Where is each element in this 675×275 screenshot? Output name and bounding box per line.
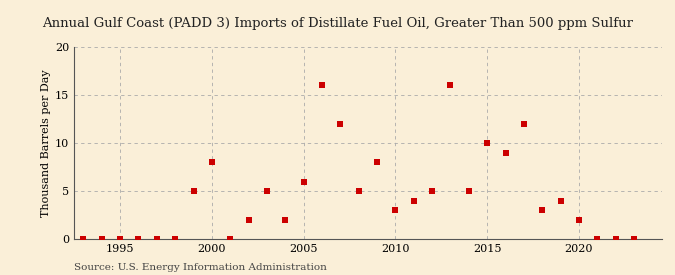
- Point: [207, 160, 217, 164]
- Point: [170, 237, 181, 241]
- Point: [261, 189, 272, 193]
- Point: [243, 218, 254, 222]
- Point: [97, 237, 107, 241]
- Point: [482, 141, 493, 145]
- Point: [353, 189, 364, 193]
- Point: [592, 237, 603, 241]
- Text: Source: U.S. Energy Information Administration: Source: U.S. Energy Information Administ…: [74, 263, 327, 272]
- Point: [225, 237, 236, 241]
- Point: [78, 237, 89, 241]
- Point: [445, 83, 456, 87]
- Point: [464, 189, 475, 193]
- Point: [151, 237, 162, 241]
- Point: [298, 179, 309, 184]
- Point: [188, 189, 199, 193]
- Point: [537, 208, 547, 213]
- Point: [390, 208, 401, 213]
- Point: [408, 199, 419, 203]
- Point: [555, 199, 566, 203]
- Y-axis label: Thousand Barrels per Day: Thousand Barrels per Day: [41, 69, 51, 217]
- Point: [574, 218, 585, 222]
- Text: Annual Gulf Coast (PADD 3) Imports of Distillate Fuel Oil, Greater Than 500 ppm : Annual Gulf Coast (PADD 3) Imports of Di…: [42, 16, 633, 29]
- Point: [280, 218, 291, 222]
- Point: [372, 160, 383, 164]
- Point: [335, 122, 346, 126]
- Point: [518, 122, 529, 126]
- Point: [427, 189, 437, 193]
- Point: [610, 237, 621, 241]
- Point: [500, 150, 511, 155]
- Point: [133, 237, 144, 241]
- Point: [628, 237, 639, 241]
- Point: [317, 83, 327, 87]
- Point: [115, 237, 126, 241]
